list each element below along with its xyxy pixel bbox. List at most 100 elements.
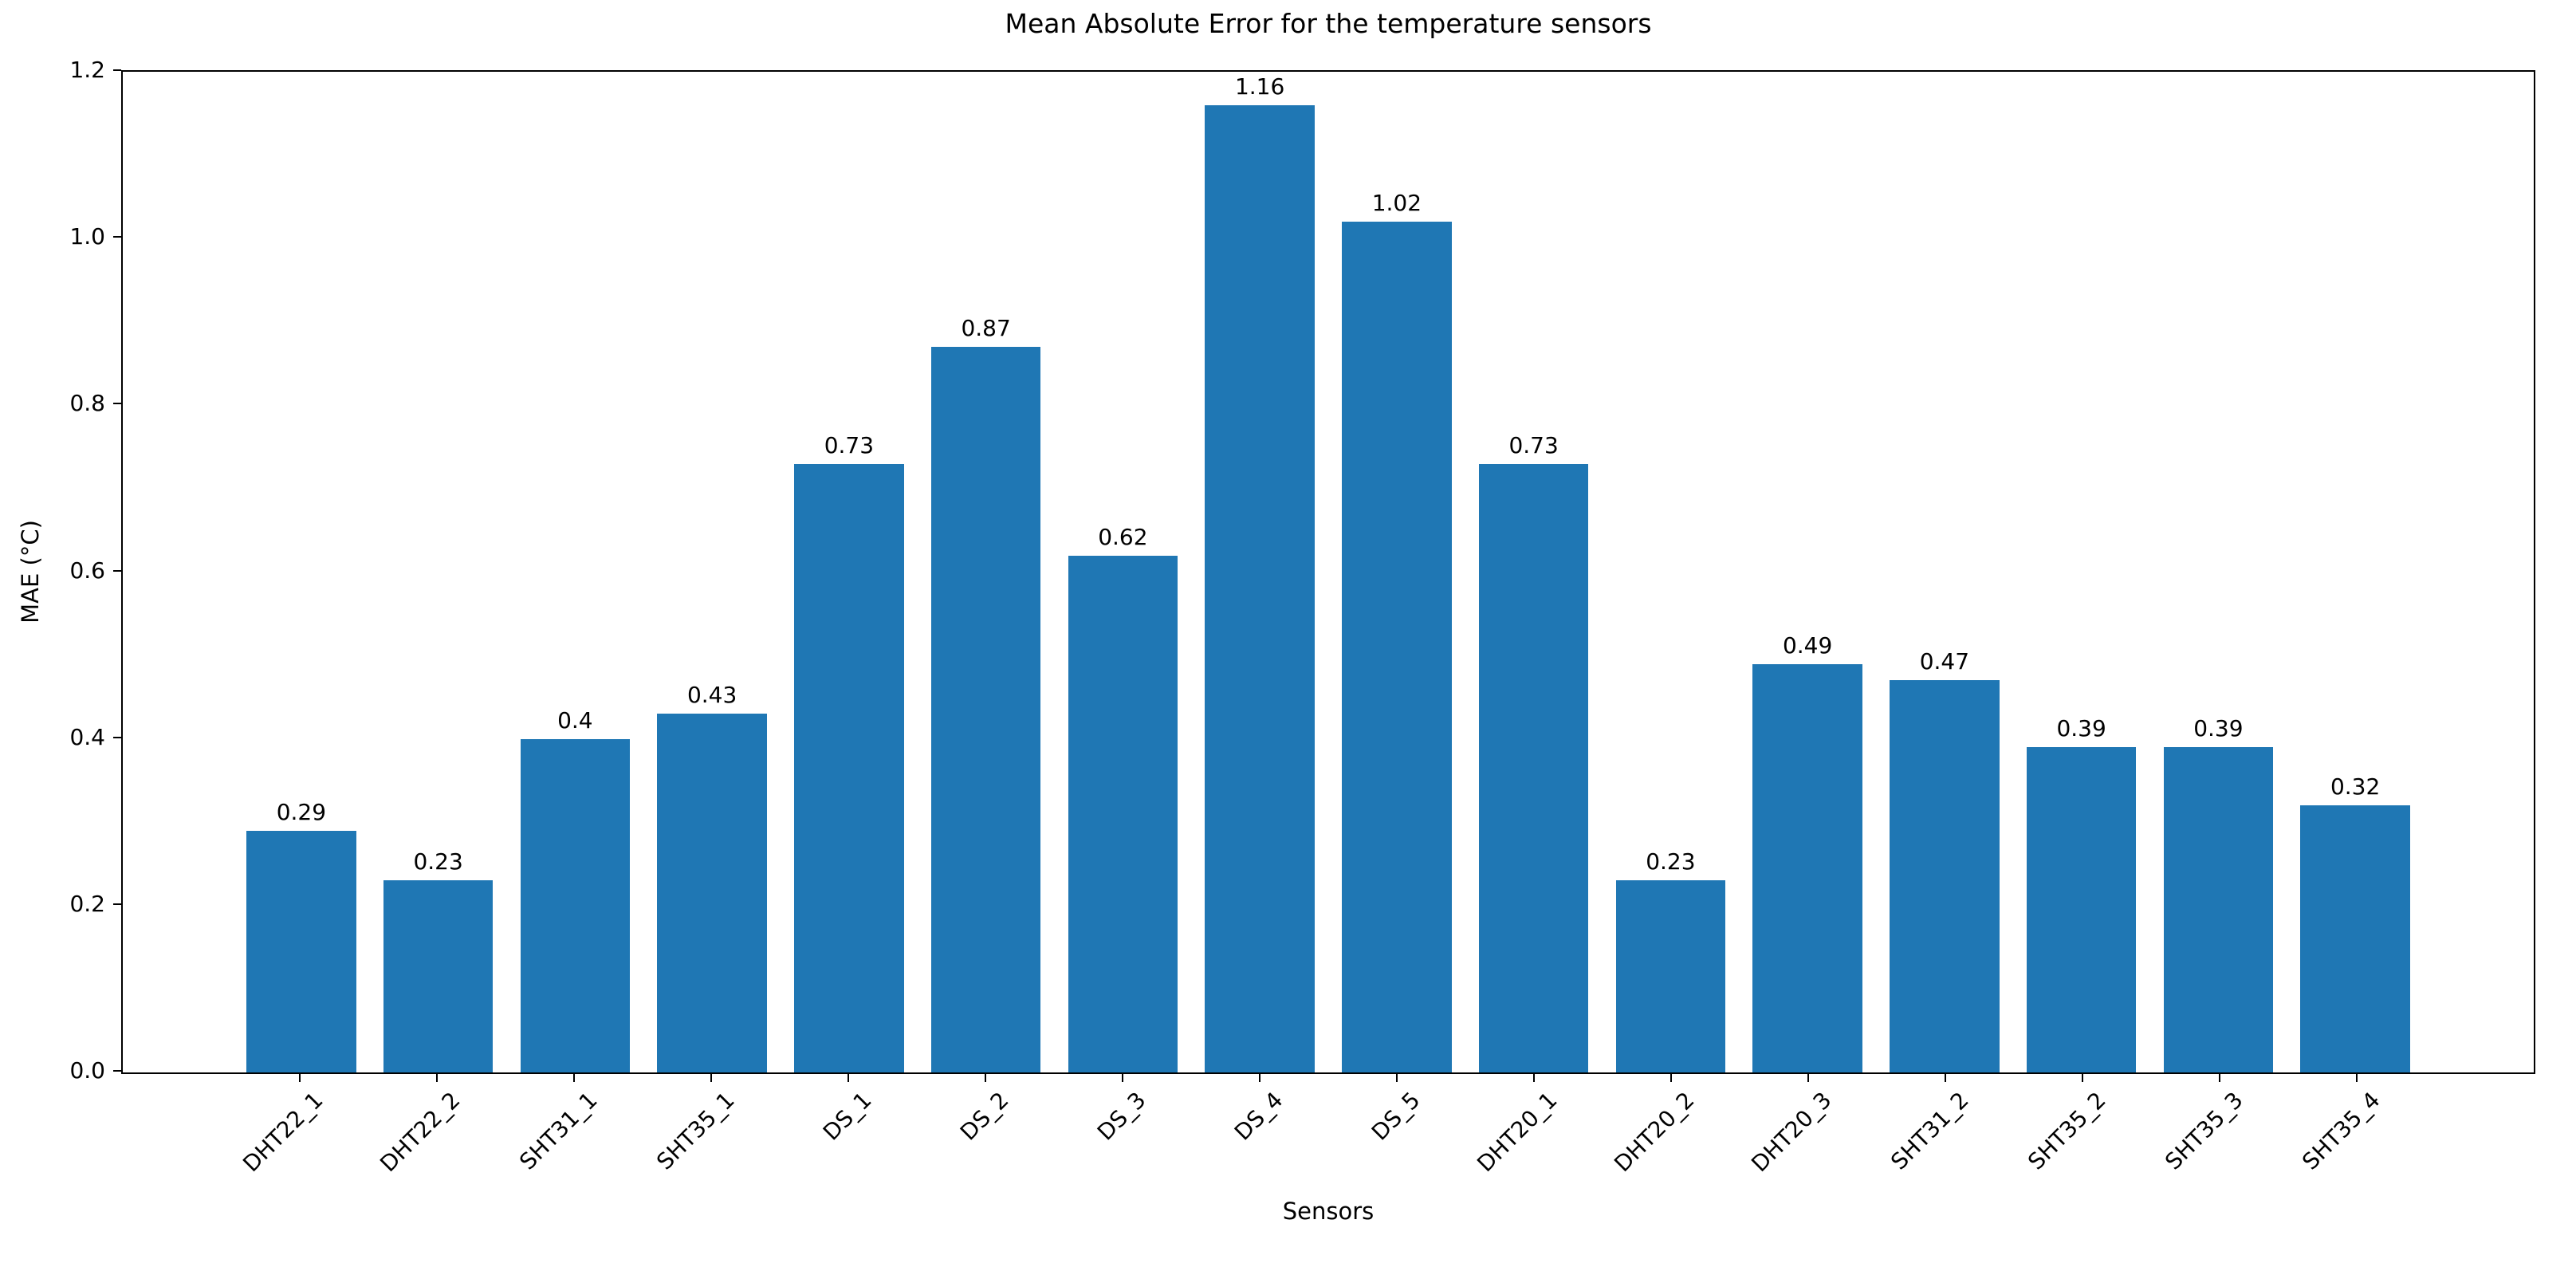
bar-DHT20_1: 0.73 [1478, 432, 1589, 1072]
x-tick-mark [2356, 1074, 2358, 1082]
bar-slot: 0.23 [1603, 72, 1740, 1072]
bar-DHT20_2: 0.23 [1615, 848, 1726, 1072]
x-tick-cell: DHT20_2 [1603, 1074, 1740, 1210]
x-tick-cell: DS_5 [1328, 1074, 1465, 1210]
bar-DS_2: 0.87 [930, 315, 1041, 1072]
bar-DHT22_1: 0.29 [246, 799, 356, 1072]
bar-DHT22_2: 0.23 [383, 848, 494, 1072]
bar-value-label: 0.43 [686, 682, 737, 709]
x-tick-cell: DHT20_3 [1740, 1074, 1877, 1210]
bar-SHT35_3: 0.39 [2163, 715, 2274, 1072]
plot-area: 0.29 0.23 0.4 0.43 0.73 0.87 0.62 1.16 1.02 0.73 0… [121, 70, 2535, 1074]
x-tick-mark [1807, 1074, 1809, 1082]
x-tick-mark [2219, 1074, 2220, 1082]
x-tick-label-DS_3: DS_3 [1091, 1087, 1151, 1146]
x-tick-cell: SHT35_4 [2288, 1074, 2425, 1210]
bar-slot: 0.39 [2013, 72, 2150, 1072]
x-tick-mark [436, 1074, 438, 1082]
bar-slot: 1.16 [1191, 72, 1328, 1072]
x-tick-cell: DS_1 [780, 1074, 917, 1210]
bar-slot: 0.43 [643, 72, 781, 1072]
bar-SHT31_2: 0.47 [1890, 648, 2000, 1072]
x-tick-cell: SHT35_2 [2014, 1074, 2151, 1210]
x-tick-label-SHT35_3: SHT35_3 [2159, 1087, 2248, 1175]
bar-SHT35_1: 0.43 [657, 682, 767, 1072]
bar-value-label: 0.23 [413, 848, 463, 875]
bar-value-label: 0.32 [2330, 773, 2381, 801]
bar-value-label: 0.29 [276, 798, 327, 825]
x-tick-mark [573, 1074, 575, 1082]
x-tick-mark [985, 1074, 986, 1082]
x-tick-cell: DS_2 [917, 1074, 1054, 1210]
x-tick-cell: DS_3 [1054, 1074, 1191, 1210]
x-tick-cell: SHT35_3 [2151, 1074, 2288, 1210]
bar-DS_3: 0.62 [1068, 524, 1178, 1072]
x-tick-label-SHT35_2: SHT35_2 [2022, 1087, 2111, 1175]
bar-DS_5: 1.02 [1342, 190, 1452, 1072]
x-tick-label-SHT31_1: SHT31_1 [513, 1087, 603, 1175]
x-tick-label-DHT20_1: DHT20_1 [1472, 1087, 1563, 1178]
x-tick-cell: DHT20_1 [1465, 1074, 1603, 1210]
bar-DS_4: 1.16 [1205, 73, 1315, 1072]
y-tick-label: 0.4 [69, 723, 105, 750]
x-tick-mark [1259, 1074, 1260, 1082]
x-tick-cell: SHT31_2 [1877, 1074, 2014, 1210]
y-tick-label: 1.2 [69, 57, 105, 83]
x-tick-label-SHT35_1: SHT35_1 [651, 1087, 740, 1175]
x-tick-label-DHT22_1: DHT22_1 [238, 1087, 328, 1178]
bar-slot: 0.4 [507, 72, 644, 1072]
y-tick-label: 0.0 [69, 1057, 105, 1084]
y-tick-mark [113, 403, 121, 405]
bar-slot: 0.87 [918, 72, 1055, 1072]
bar-slot: 0.39 [2150, 72, 2287, 1072]
x-tick-mark [710, 1074, 712, 1082]
x-tick-mark [848, 1074, 849, 1082]
x-tick-mark [1122, 1074, 1123, 1082]
x-tick-label-DHT20_2: DHT20_2 [1609, 1087, 1700, 1178]
bar-value-label: 0.39 [2193, 715, 2244, 742]
bar-value-label: 0.73 [1508, 431, 1559, 458]
bar-value-label: 0.23 [1646, 848, 1696, 875]
bar-slot: 0.32 [2287, 72, 2424, 1072]
x-tick-label-DHT20_3: DHT20_3 [1746, 1087, 1837, 1178]
bar-slot: 0.49 [1739, 72, 1876, 1072]
bar-value-label: 0.4 [557, 706, 593, 734]
x-tick-cell: SHT31_1 [505, 1074, 643, 1210]
bar-value-label: 0.47 [1919, 648, 1970, 675]
bar-SHT35_2: 0.39 [2026, 715, 2137, 1072]
x-tick-cell: DS_4 [1191, 1074, 1328, 1210]
bar-value-label: 0.62 [1098, 523, 1148, 550]
x-tick-label-DHT22_2: DHT22_2 [375, 1087, 466, 1178]
bar-slot: 0.73 [781, 72, 918, 1072]
x-axis-label: Sensors [1282, 1198, 1375, 1225]
bar-DS_1: 0.73 [794, 432, 904, 1072]
x-tick-mark [1670, 1074, 1672, 1082]
bar-slot: 0.47 [1876, 72, 2013, 1072]
x-tick-label-DS_4: DS_4 [1229, 1087, 1288, 1146]
y-tick-mark [113, 1070, 121, 1072]
x-tick-mark [1396, 1074, 1398, 1082]
y-tick-label: 0.8 [69, 390, 105, 417]
bar-value-label: 1.16 [1234, 73, 1285, 100]
x-tick-mark [1533, 1074, 1535, 1082]
x-tick-mark [2082, 1074, 2083, 1082]
y-tick-mark [113, 69, 121, 71]
x-tick-mark [299, 1074, 301, 1082]
bar-value-label: 0.49 [1782, 632, 1833, 659]
y-tick-label: 0.2 [69, 890, 105, 917]
x-tick-cell: DHT22_2 [368, 1074, 505, 1210]
y-tick-label: 0.6 [69, 557, 105, 584]
chart-title: Mean Absolute Error for the temperature … [1005, 8, 1652, 39]
y-tick-label: 1.0 [69, 223, 105, 250]
bar-slot: 0.73 [1465, 72, 1603, 1072]
y-axis-ticks: 0.0 0.2 0.4 0.6 0.8 1.0 1.2 [0, 57, 121, 1084]
bar-value-label: 1.02 [1371, 190, 1422, 217]
x-tick-label-DS_2: DS_2 [954, 1087, 1014, 1146]
bar-slot: 0.23 [370, 72, 507, 1072]
x-tick-label-DS_1: DS_1 [817, 1087, 877, 1146]
x-tick-label-DS_5: DS_5 [1366, 1087, 1426, 1146]
y-tick-mark [113, 903, 121, 905]
bar-value-label: 0.73 [824, 431, 875, 458]
x-tick-mark [1945, 1074, 1946, 1082]
